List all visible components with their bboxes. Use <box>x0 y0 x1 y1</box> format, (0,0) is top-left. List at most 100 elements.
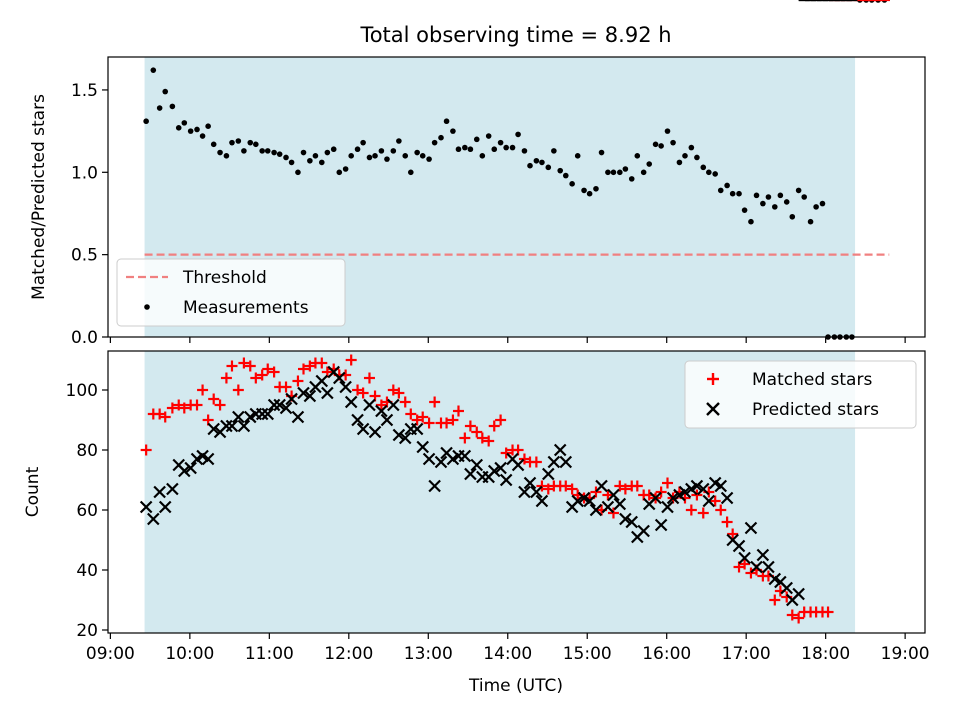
top-y-tick-label: 1.0 <box>71 163 98 183</box>
matched-star-point <box>464 420 476 432</box>
legend-measurements-swatch <box>144 304 150 310</box>
matched-star-point <box>691 489 703 501</box>
measurement-point <box>300 149 307 156</box>
measurement-point <box>312 153 319 159</box>
measurement-point <box>670 139 676 146</box>
measurement-point <box>264 148 271 154</box>
matched-star-point <box>495 414 507 426</box>
matched-star-point <box>423 417 435 429</box>
measurement-point <box>509 144 516 151</box>
bottom-y-tick-label: 20 <box>76 621 98 641</box>
matched-star-point <box>232 384 244 396</box>
measurement-point <box>253 141 259 148</box>
predicted-star-point <box>714 479 728 493</box>
matched-star-point <box>602 489 614 501</box>
measurement-point <box>150 67 157 73</box>
predicted-star-point <box>607 488 620 502</box>
matched-star-point <box>631 480 643 492</box>
measurement-point <box>426 156 432 162</box>
matched-star-point <box>471 426 483 438</box>
predicted-star-point <box>619 512 632 526</box>
measurement-point <box>557 167 564 174</box>
matched-star-point <box>191 399 203 411</box>
measurement-point <box>622 166 629 172</box>
predicted-star-point <box>416 440 429 454</box>
predicted-star-point <box>147 512 160 526</box>
matched-star-point <box>256 369 268 381</box>
measurement-point <box>438 134 444 141</box>
predicted-star-point <box>261 407 275 421</box>
bottom-x-tick-label: 19:00 <box>881 644 930 664</box>
matched-star-point <box>566 483 578 495</box>
predicted-star-point <box>666 491 680 505</box>
matched-star-point <box>793 612 805 624</box>
predicted-star-point <box>225 419 239 433</box>
predicted-star-point <box>356 422 370 436</box>
matched-star-point <box>769 594 781 606</box>
predicted-star-point <box>732 539 746 553</box>
measurement-point <box>753 192 760 199</box>
matched-star-point <box>614 480 626 492</box>
predicted-star-point <box>255 407 269 421</box>
measurement-point <box>491 146 498 153</box>
matched-star-point <box>244 360 256 372</box>
matched-star-point <box>316 357 328 369</box>
measurement-point <box>658 143 664 149</box>
measurement-point <box>813 204 819 210</box>
matched-star-point <box>739 558 751 570</box>
bottom-y-tick-label: 40 <box>76 561 98 581</box>
predicted-star-point <box>470 458 484 472</box>
measurement-point <box>777 192 784 199</box>
predicted-star-point <box>344 395 358 409</box>
predicted-star-point <box>434 455 448 469</box>
measurement-point <box>462 144 468 151</box>
predicted-star-point <box>267 398 281 412</box>
predicted-star-point <box>332 371 346 385</box>
measurement-point <box>789 213 796 220</box>
measurement-point <box>574 153 581 159</box>
matched-star-point <box>357 387 369 399</box>
bottom-x-tick-label: 11:00 <box>245 644 294 664</box>
measurement-point <box>729 190 736 197</box>
bottom-panel-frame <box>107 350 926 634</box>
legend-matched-label: Matched stars <box>752 370 872 390</box>
predicted-star-point <box>720 491 734 505</box>
bottom-y-axis-label: Count <box>23 466 43 517</box>
predicted-star-point <box>523 476 537 490</box>
measurement-point <box>682 153 688 159</box>
matched-star-point <box>298 363 310 375</box>
matched-star-point <box>375 399 387 411</box>
predicted-star-point <box>637 524 650 538</box>
predicted-star-point <box>750 560 763 574</box>
measurement-point <box>396 138 402 144</box>
matched-star-point <box>345 354 357 366</box>
predicted-star-point <box>351 413 364 427</box>
measurement-point <box>348 153 354 159</box>
measurement-point <box>593 185 599 192</box>
top-panel-frame <box>107 56 926 338</box>
matched-star-point <box>352 384 364 396</box>
measurement-point <box>235 138 242 144</box>
legend-predicted-swatch <box>706 402 720 416</box>
measurement-point <box>795 187 802 194</box>
measurement-point <box>342 166 349 172</box>
matched-star-point <box>727 528 739 540</box>
bottom-legend: Matched stars Predicted stars <box>684 360 917 429</box>
measurement-point <box>295 169 301 176</box>
matched-star-point <box>822 606 834 618</box>
measurement-point <box>431 139 438 146</box>
measurement-point <box>551 148 557 154</box>
measurement-point <box>455 146 462 153</box>
matched-star-point <box>268 366 280 378</box>
measurement-point <box>545 164 552 171</box>
matched-star-point <box>304 360 316 372</box>
predicted-star-point <box>315 374 329 388</box>
predicted-star-point <box>387 398 400 412</box>
x-axis-label: Time (UTC) <box>468 676 563 696</box>
predicted-star-point <box>232 410 245 424</box>
bottom-y-tick-label: 60 <box>76 501 98 521</box>
predicted-star-point <box>661 500 674 514</box>
matched-star-point <box>715 504 727 516</box>
measurement-point <box>241 148 247 154</box>
